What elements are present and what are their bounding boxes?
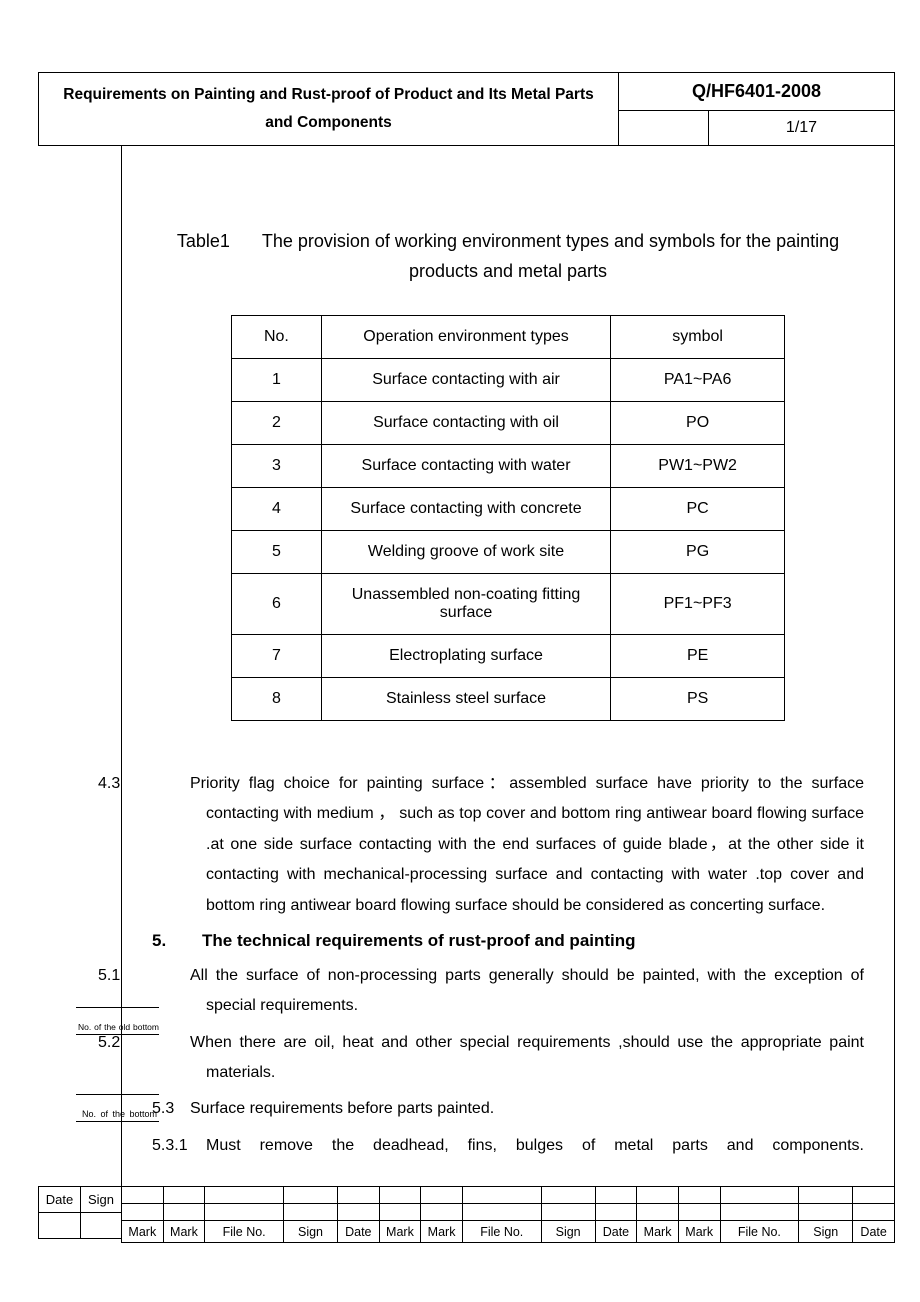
footer-sign-label: Sign bbox=[541, 1221, 595, 1243]
table-row: 5Welding groove of work sitePG bbox=[232, 530, 785, 573]
footer-mark-label: Mark bbox=[678, 1221, 720, 1243]
footer-sign-label: Sign bbox=[284, 1221, 338, 1243]
header-empty-cell bbox=[619, 111, 709, 145]
section-5-title: The technical requirements of rust-proof… bbox=[202, 931, 636, 950]
footer-fileno-label: File No. bbox=[205, 1221, 284, 1243]
side-label-old-bottom: No. of the old bottom bbox=[78, 1022, 159, 1032]
footer-mark-label: Mark bbox=[122, 1221, 164, 1243]
table-header-row: No. Operation environment types symbol bbox=[232, 315, 785, 358]
side-label-bottom: No. of the bottom bbox=[82, 1109, 157, 1119]
header-table: Requirements on Painting and Rust-proof … bbox=[38, 72, 895, 146]
footer-date-label: Date bbox=[39, 1187, 81, 1213]
para-5-2: 5.2When there are oil, heat and other sp… bbox=[152, 1028, 864, 1089]
para-5-1-text: All the surface of non-processing parts … bbox=[190, 967, 864, 1014]
footer-fileno-label: File No. bbox=[462, 1221, 541, 1243]
footer-side-table: DateSign bbox=[38, 1186, 122, 1239]
footer-side-empty bbox=[39, 1213, 81, 1239]
table-row: 8Stainless steel surfacePS bbox=[232, 677, 785, 720]
para-5-3-1: 5.3.1Must remove the deadhead, fins, bul… bbox=[152, 1131, 864, 1161]
table-row: 7Electroplating surfacePE bbox=[232, 634, 785, 677]
table1-col-type: Operation environment types bbox=[321, 315, 610, 358]
para-5-1-num: 5.1 bbox=[152, 961, 190, 991]
footer-sign-label: Sign bbox=[799, 1221, 853, 1243]
footer-mark-label: Mark bbox=[379, 1221, 421, 1243]
section-5-heading: 5.The technical requirements of rust-pro… bbox=[152, 931, 864, 951]
para-5-2-text: When there are oil, heat and other speci… bbox=[190, 1034, 864, 1081]
footer-date-label: Date bbox=[595, 1221, 637, 1243]
table-row: 1Surface contacting with airPA1~PA6 bbox=[232, 358, 785, 401]
section-5-num: 5. bbox=[152, 931, 202, 951]
table1-caption-label: Table1 bbox=[177, 226, 230, 257]
footer-mark-label: Mark bbox=[421, 1221, 463, 1243]
footer-main-table: Mark Mark File No. Sign Date Mark Mark F… bbox=[121, 1186, 895, 1243]
footer-mark-label: Mark bbox=[163, 1221, 205, 1243]
table1-caption-text: The provision of working environment typ… bbox=[262, 231, 839, 282]
footer-label-row: Mark Mark File No. Sign Date Mark Mark F… bbox=[122, 1221, 895, 1243]
footer-empty-row bbox=[122, 1187, 895, 1204]
table1-col-symbol: symbol bbox=[611, 315, 785, 358]
side-cell-bottom: No. of the bottom bbox=[76, 1094, 159, 1122]
para-4-3-text: Priority flag choice for painting surfac… bbox=[190, 775, 864, 914]
footer-empty-row bbox=[122, 1204, 895, 1221]
para-5-1: 5.1All the surface of non-processing par… bbox=[152, 961, 864, 1022]
content-frame: Table1 The provision of working environme… bbox=[121, 146, 895, 1187]
table1-col-no: No. bbox=[232, 315, 322, 358]
para-5-3-1-num: 5.3.1 bbox=[152, 1131, 206, 1161]
table1: No. Operation environment types symbol 1… bbox=[231, 315, 785, 721]
side-cell-old-bottom: No. of the old bottom bbox=[76, 1007, 159, 1035]
header-page-number: 1/17 bbox=[709, 111, 895, 145]
table-row: 4Surface contacting with concretePC bbox=[232, 487, 785, 530]
table-row: 3Surface contacting with waterPW1~PW2 bbox=[232, 444, 785, 487]
header-title: Requirements on Painting and Rust-proof … bbox=[39, 73, 619, 146]
header-doc-number: Q/HF6401-2008 bbox=[619, 73, 895, 111]
table-row: 2Surface contacting with oilPO bbox=[232, 401, 785, 444]
table-row: 6Unassembled non-coating fitting surface… bbox=[232, 573, 785, 634]
footer-mark-label: Mark bbox=[637, 1221, 679, 1243]
para-5-3-1-text: Must remove the deadhead, fins, bulges o… bbox=[206, 1137, 864, 1154]
footer-date-label: Date bbox=[338, 1221, 380, 1243]
para-5-3: 5.3Surface requirements before parts pai… bbox=[152, 1094, 864, 1124]
footer-date-label: Date bbox=[853, 1221, 895, 1243]
footer-sign-label: Sign bbox=[81, 1187, 122, 1213]
para-4-3: 4.3Priority flag choice for painting sur… bbox=[152, 769, 864, 921]
footer-side-empty bbox=[81, 1213, 122, 1239]
footer-fileno-label: File No. bbox=[720, 1221, 799, 1243]
table1-caption: Table1 The provision of working environme… bbox=[152, 226, 864, 287]
para-4-3-num: 4.3 bbox=[152, 769, 190, 799]
para-5-3-text: Surface requirements before parts painte… bbox=[190, 1100, 494, 1117]
document-page: Requirements on Painting and Rust-proof … bbox=[38, 72, 895, 1187]
